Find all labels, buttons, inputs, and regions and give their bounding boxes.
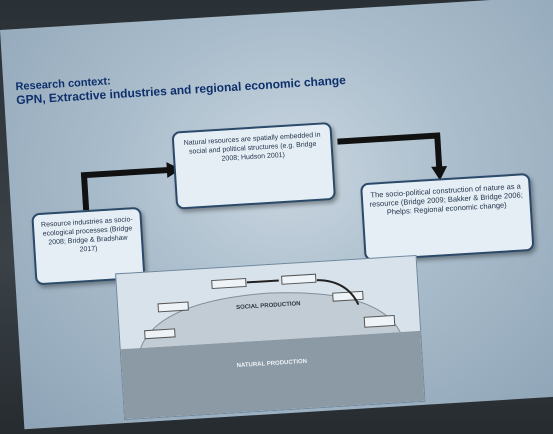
arrow (84, 170, 171, 210)
node (145, 329, 175, 339)
slide: Research context: GPN, Extractive indust… (0, 0, 553, 429)
concept-box: The socio-political construction of natu… (360, 173, 534, 261)
node (158, 302, 188, 312)
arrow (337, 136, 439, 175)
node (364, 315, 395, 327)
diagram: SOCIAL PRODUCTION NATURAL PRODUCTION (115, 255, 425, 420)
node (282, 274, 316, 284)
concept-box: Natural resources are spatially embedded… (172, 122, 336, 210)
diagram-graphic: SOCIAL PRODUCTION NATURAL PRODUCTION (116, 256, 424, 419)
photo: Research context: GPN, Extractive indust… (0, 0, 553, 434)
node (333, 291, 363, 301)
body: Research context: GPN, Extractive indust… (0, 0, 553, 434)
node (212, 278, 246, 288)
page: {"slide": { "title_line1": "Research con… (0, 0, 553, 434)
